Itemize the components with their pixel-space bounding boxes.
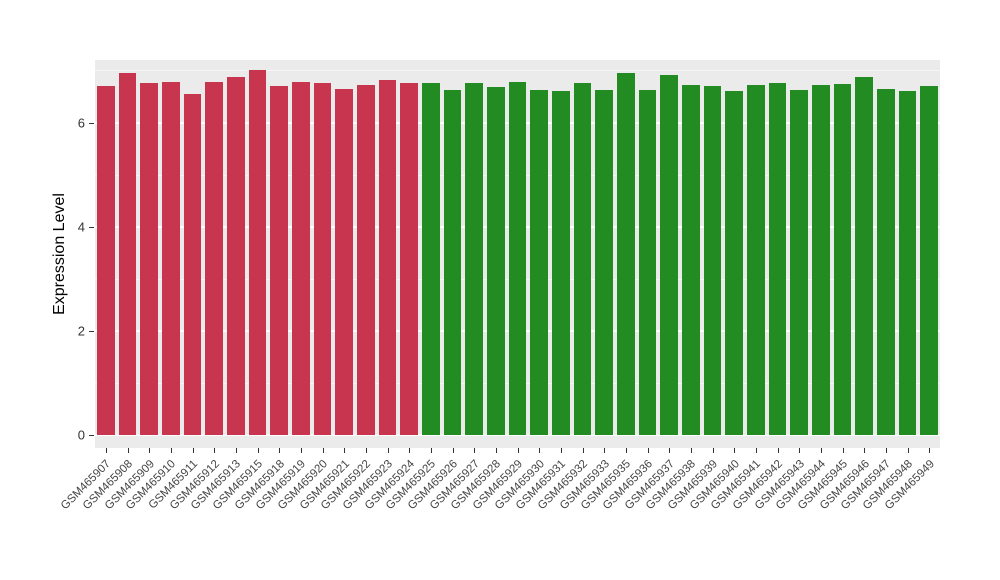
x-tick (170, 448, 172, 453)
bar (595, 90, 614, 435)
bar (486, 87, 505, 435)
x-tick (604, 448, 606, 453)
y-tick-label: 4 (77, 219, 85, 235)
bar (443, 90, 462, 435)
bar (898, 91, 917, 435)
plot-panel (95, 60, 940, 448)
bar (530, 90, 549, 435)
x-tick (127, 448, 129, 453)
x-tick (279, 448, 281, 453)
x-tick (474, 448, 476, 453)
y-tick-label: 0 (77, 427, 85, 443)
x-tick (864, 448, 866, 453)
y-tick-label: 2 (77, 323, 85, 339)
x-tick (929, 448, 931, 453)
bar (616, 73, 635, 435)
bar (725, 91, 744, 435)
bar (421, 83, 440, 435)
x-tick (235, 448, 237, 453)
x-tick (799, 448, 801, 453)
x-tick (820, 448, 822, 453)
x-tick (539, 448, 541, 453)
bar (140, 83, 159, 435)
y-tick (89, 435, 94, 436)
bar (291, 81, 310, 435)
bar (205, 81, 224, 435)
bar (833, 84, 852, 435)
bar (638, 90, 657, 435)
x-tick (214, 448, 216, 453)
bar (746, 85, 765, 435)
x-tick (842, 448, 844, 453)
x-tick (734, 448, 736, 453)
x-tick (517, 448, 519, 453)
x-tick (625, 448, 627, 453)
gridline (95, 70, 940, 72)
bar (660, 74, 679, 435)
x-tick (409, 448, 411, 453)
x-tick (344, 448, 346, 453)
bar (811, 85, 830, 435)
x-tick (387, 448, 389, 453)
y-tick (89, 122, 94, 124)
x-tick (712, 448, 714, 453)
x-tick (105, 448, 107, 453)
bar (248, 70, 267, 435)
bar (681, 85, 700, 435)
bar (790, 90, 809, 435)
bar (356, 85, 375, 435)
bar (270, 86, 289, 435)
x-tick (257, 448, 259, 453)
bar (378, 79, 397, 435)
bar (226, 76, 245, 435)
x-tick (495, 448, 497, 453)
x-tick (430, 448, 432, 453)
bar (920, 86, 939, 435)
x-tick (690, 448, 692, 453)
y-tick (89, 226, 94, 228)
gridline (95, 434, 940, 436)
x-tick (300, 448, 302, 453)
x-tick (365, 448, 367, 453)
bar (768, 83, 787, 435)
y-tick-label: 6 (77, 115, 85, 130)
bar (400, 83, 419, 435)
x-tick (777, 448, 779, 453)
bar (876, 88, 895, 435)
x-tick (149, 448, 151, 453)
x-tick (560, 448, 562, 453)
bar (855, 76, 874, 435)
x-tick (885, 448, 887, 453)
bar (573, 82, 592, 435)
bar (703, 86, 722, 435)
x-tick (755, 448, 757, 453)
bar (335, 88, 354, 435)
y-axis-title: Expression Level (51, 193, 68, 315)
bar (313, 82, 332, 435)
bar (96, 86, 115, 435)
x-tick (322, 448, 324, 453)
x-tick (669, 448, 671, 453)
x-tick (582, 448, 584, 453)
bar (465, 82, 484, 435)
y-tick (89, 330, 94, 332)
x-tick (452, 448, 454, 453)
bar (118, 73, 137, 435)
bar (508, 81, 527, 435)
bar (551, 91, 570, 435)
x-tick (647, 448, 649, 453)
x-tick (192, 448, 194, 453)
bar (183, 93, 202, 435)
bar (161, 81, 180, 435)
x-tick (907, 448, 909, 453)
